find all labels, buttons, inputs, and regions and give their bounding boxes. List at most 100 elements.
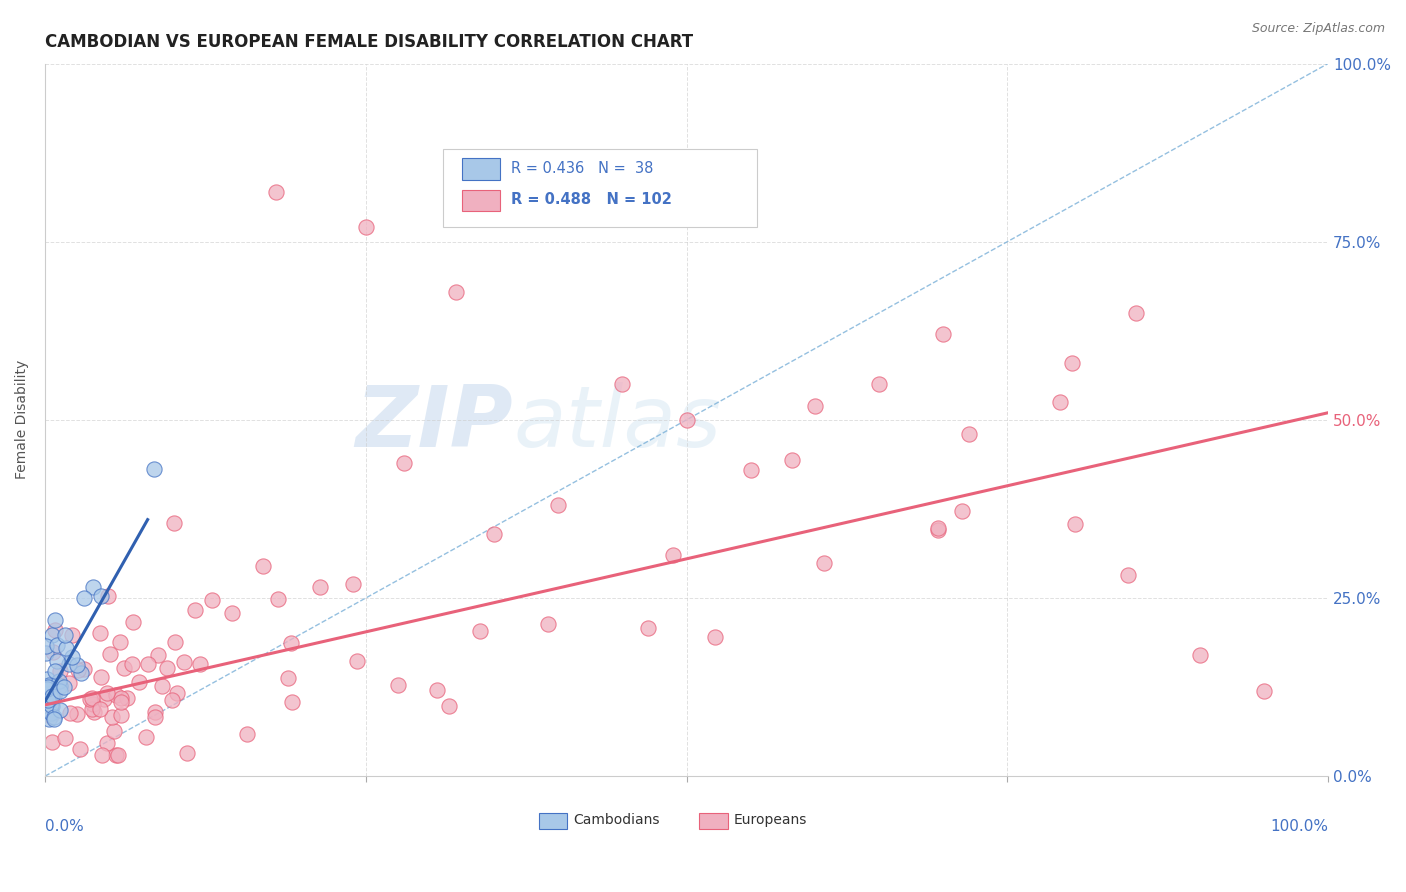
Point <box>44 613 66 627</box>
Point <box>82 581 104 595</box>
Text: Cambodians: Cambodians <box>574 814 661 828</box>
Point <box>704 630 727 644</box>
Point <box>637 621 659 635</box>
Point <box>58 675 80 690</box>
Point <box>90 589 112 603</box>
Point <box>135 730 157 744</box>
Point <box>55 731 77 745</box>
Text: R = 0.436   N =  38: R = 0.436 N = 38 <box>510 161 654 176</box>
Text: atlas: atlas <box>513 382 721 465</box>
Point <box>49 684 72 698</box>
Point <box>1060 356 1083 370</box>
Text: ZIP: ZIP <box>356 382 513 465</box>
Point <box>55 641 77 656</box>
Point <box>62 649 84 664</box>
Point <box>69 742 91 756</box>
Point <box>83 705 105 719</box>
Point <box>1049 395 1071 409</box>
Point <box>280 695 302 709</box>
Text: 100.0%: 100.0% <box>1270 819 1329 834</box>
Point <box>110 695 132 709</box>
Point <box>354 220 377 235</box>
Point <box>70 666 93 681</box>
Point <box>93 692 115 706</box>
Point <box>58 657 80 671</box>
Point <box>128 675 150 690</box>
Point <box>103 723 125 738</box>
Point <box>136 657 159 671</box>
Point <box>41 645 63 659</box>
Point <box>108 635 131 649</box>
Point <box>48 674 70 689</box>
Point <box>143 462 166 476</box>
Point <box>41 690 63 704</box>
Point <box>53 628 76 642</box>
Point <box>662 549 685 563</box>
Point <box>536 616 558 631</box>
Text: CAMBODIAN VS EUROPEAN FEMALE DISABILITY CORRELATION CHART: CAMBODIAN VS EUROPEAN FEMALE DISABILITY … <box>45 33 693 51</box>
Point <box>80 701 103 715</box>
Point <box>346 654 368 668</box>
Point <box>143 709 166 723</box>
Point <box>957 427 980 442</box>
Point <box>277 671 299 685</box>
Point <box>82 691 104 706</box>
Point <box>173 655 195 669</box>
Point <box>804 399 827 413</box>
Bar <box>538 814 567 829</box>
Point <box>42 692 65 706</box>
Point <box>143 706 166 720</box>
Point <box>482 527 505 541</box>
Point <box>112 661 135 675</box>
Point <box>42 712 65 726</box>
Point <box>122 615 145 629</box>
Point <box>868 377 890 392</box>
Point <box>97 589 120 603</box>
Point <box>1116 567 1139 582</box>
Point <box>39 681 62 695</box>
Point <box>39 698 62 712</box>
Point <box>38 690 60 704</box>
Point <box>252 559 274 574</box>
Point <box>48 679 70 693</box>
Point <box>41 698 63 713</box>
Point <box>470 624 492 639</box>
Point <box>82 697 104 711</box>
Point <box>115 691 138 706</box>
Point <box>394 456 416 470</box>
Point <box>107 747 129 762</box>
Point <box>35 640 58 654</box>
Point <box>52 680 75 694</box>
Point <box>110 707 132 722</box>
Point <box>444 285 467 299</box>
Point <box>96 736 118 750</box>
Point <box>96 686 118 700</box>
Point <box>190 657 212 671</box>
Point <box>932 327 955 342</box>
Point <box>439 698 461 713</box>
Point <box>160 693 183 707</box>
Point <box>387 678 409 692</box>
Point <box>89 702 111 716</box>
Point <box>110 691 132 706</box>
Point <box>90 670 112 684</box>
Point <box>44 665 66 679</box>
Point <box>1188 648 1211 662</box>
Point <box>780 453 803 467</box>
Point <box>79 692 101 706</box>
Point <box>91 747 114 762</box>
Point <box>156 661 179 675</box>
Point <box>950 504 973 518</box>
Y-axis label: Female Disability: Female Disability <box>15 360 30 480</box>
Point <box>1063 516 1085 531</box>
Point <box>72 591 94 605</box>
Point <box>41 708 63 723</box>
Point <box>66 707 89 722</box>
Point <box>38 678 60 692</box>
Point <box>163 516 186 530</box>
Point <box>44 623 66 637</box>
Point <box>37 692 59 706</box>
Point <box>42 689 65 703</box>
Point <box>201 592 224 607</box>
Point <box>612 377 634 392</box>
